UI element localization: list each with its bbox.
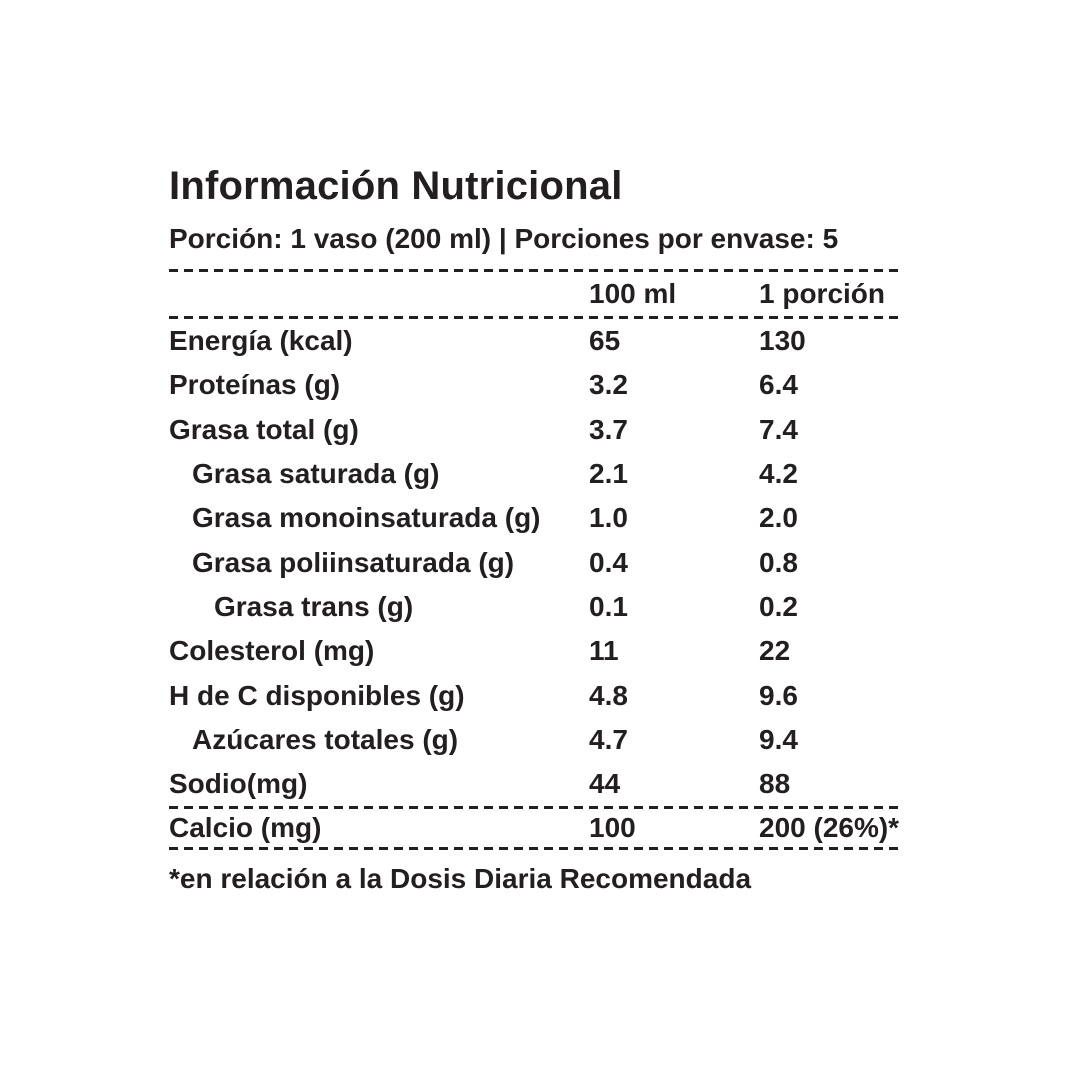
row-value-porcion: 0.2 xyxy=(759,590,798,622)
row-label: Grasa saturada (g) xyxy=(192,458,440,490)
row-value-100ml: 0.1 xyxy=(589,590,628,622)
table-row: Sodio(mg) 44 88 xyxy=(169,762,899,806)
row-value-porcion: 22 xyxy=(759,635,791,667)
row-label: Colesterol (mg) xyxy=(169,635,375,667)
table-row: Grasa poliinsaturada (g) 0.4 0.8 xyxy=(169,540,899,584)
footnote: *en relación a la Dosis Diaria Recomenda… xyxy=(169,863,752,895)
row-value-100ml: 3.2 xyxy=(589,369,628,401)
row-value-porcion: 0.8 xyxy=(759,546,798,578)
row-value-porcion: 2.0 xyxy=(759,502,798,534)
dashed-divider xyxy=(169,806,899,810)
page-title: Información Nutricional xyxy=(169,164,623,208)
column-header-porcion: 1 porción xyxy=(759,278,886,309)
dashed-divider xyxy=(169,316,899,319)
table-row: Grasa monoinsaturada (g) 1.0 2.0 xyxy=(169,496,899,540)
row-value-100ml: 2.1 xyxy=(589,458,628,490)
row-value-porcion: 130 xyxy=(759,325,806,357)
row-value-100ml: 4.8 xyxy=(589,679,628,711)
row-value-porcion: 200 (26%)* xyxy=(759,812,900,844)
table-row: Grasa total (g) 3.7 7.4 xyxy=(169,408,899,452)
row-label: Proteínas (g) xyxy=(169,369,341,401)
row-label: Energía (kcal) xyxy=(169,325,353,357)
row-value-porcion: 9.6 xyxy=(759,679,798,711)
column-header-100ml: 100 ml xyxy=(589,278,677,309)
row-value-100ml: 3.7 xyxy=(589,413,628,445)
row-label: Grasa monoinsaturada (g) xyxy=(192,502,541,534)
row-value-100ml: 0.4 xyxy=(589,546,628,578)
row-value-100ml: 4.7 xyxy=(589,723,628,755)
row-value-100ml: 11 xyxy=(589,635,619,667)
row-value-porcion: 4.2 xyxy=(759,458,798,490)
dashed-divider xyxy=(169,847,899,851)
nutrition-panel: Información Nutricional Porción: 1 vaso … xyxy=(169,164,899,896)
row-label: Grasa poliinsaturada (g) xyxy=(192,546,515,578)
row-value-porcion: 9.4 xyxy=(759,723,798,755)
table-row: Proteínas (g) 3.2 6.4 xyxy=(169,363,899,407)
row-value-porcion: 7.4 xyxy=(759,413,798,445)
table-header-row: 100 ml 1 porción xyxy=(169,272,899,316)
table-row: Energía (kcal) 65 130 xyxy=(169,319,899,363)
row-value-100ml: 100 xyxy=(589,812,636,844)
table-row: H de C disponibles (g) 4.8 9.6 xyxy=(169,673,899,717)
table-row: Grasa saturada (g) 2.1 4.2 xyxy=(169,452,899,496)
row-label: Grasa trans (g) xyxy=(214,590,414,622)
row-value-100ml: 1.0 xyxy=(589,502,628,534)
row-label: Sodio(mg) xyxy=(169,768,308,800)
serving-info: Porción: 1 vaso (200 ml) | Porciones por… xyxy=(169,223,839,254)
row-value-100ml: 44 xyxy=(589,768,621,800)
row-label: H de C disponibles (g) xyxy=(169,679,465,711)
row-label: Azúcares totales (g) xyxy=(192,723,459,755)
row-value-100ml: 65 xyxy=(589,325,621,357)
row-value-porcion: 88 xyxy=(759,768,791,800)
table-row: Azúcares totales (g) 4.7 9.4 xyxy=(169,718,899,762)
row-label: Grasa total (g) xyxy=(169,413,359,445)
row-label: Calcio (mg) xyxy=(169,812,322,844)
table-row: Grasa trans (g) 0.1 0.2 xyxy=(169,585,899,629)
table-row-calcium: Calcio (mg) 100 200 (26%)* xyxy=(169,809,899,847)
table-row: Colesterol (mg) 11 22 xyxy=(169,629,899,673)
row-value-porcion: 6.4 xyxy=(759,369,798,401)
dashed-divider xyxy=(169,269,899,272)
